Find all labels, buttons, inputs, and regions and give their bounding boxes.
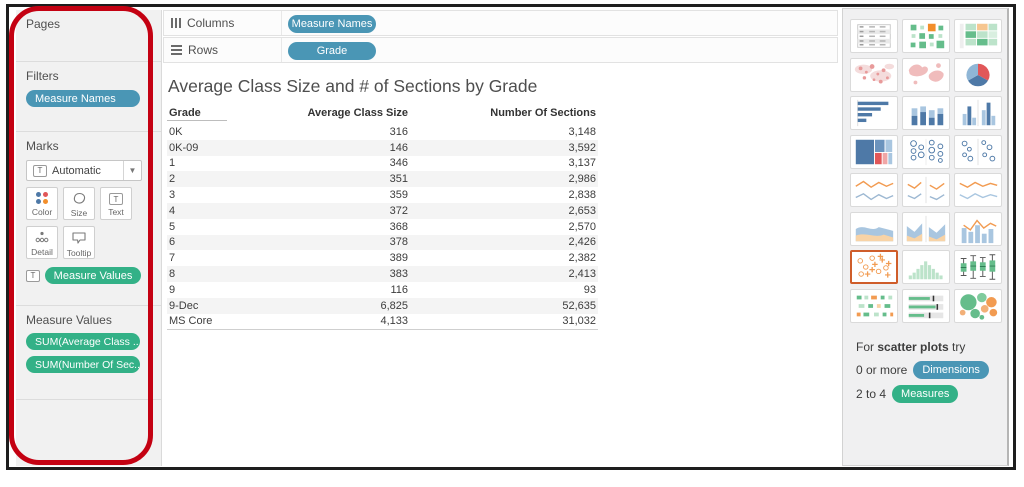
rows-pill-grade[interactable]: Grade: [288, 41, 376, 60]
requirement-measures-text: 2 to 4: [856, 387, 887, 401]
text-button[interactable]: T Text: [100, 187, 132, 220]
show-me-horizontal-bars[interactable]: [850, 96, 898, 130]
requirement-measures: 2 to 4 Measures: [856, 385, 959, 403]
tooltip-icon: [71, 231, 87, 248]
filters-label: Filters: [26, 69, 59, 83]
text-button-label: Text: [108, 207, 124, 217]
show-me-grid: [850, 19, 1002, 323]
show-me-filled-map[interactable]: [902, 57, 950, 92]
dimensions-pill: Dimensions: [913, 361, 989, 379]
mark-type-value: Automatic: [52, 164, 101, 177]
table-row[interactable]: 3 359 2,838: [169, 189, 596, 202]
detail-button-label: Detail: [31, 247, 53, 257]
detail-button[interactable]: Detail: [26, 226, 58, 259]
size-button[interactable]: Size: [63, 187, 95, 220]
show-me-continuous-area[interactable]: [850, 211, 898, 246]
show-me-histogram[interactable]: [902, 250, 950, 284]
show-me-stacked-bars[interactable]: [902, 96, 950, 130]
table-row[interactable]: 6 378 2,426: [167, 234, 598, 251]
table-row[interactable]: 8 383 2,413: [167, 266, 598, 282]
crosstab-table: Grade Average Class Size Number Of Section…: [167, 105, 598, 331]
size-icon: [72, 192, 87, 208]
show-me-dual-lines[interactable]: [954, 173, 1002, 207]
requirement-dimensions-text: 0 or more: [856, 363, 908, 377]
measure-pill-avg-class-size[interactable]: SUM(Average Class ..: [26, 333, 140, 350]
requirement-dimensions: 0 or more Dimensions: [856, 361, 989, 379]
table-row[interactable]: 2 351 2,986: [167, 171, 598, 188]
show-me-side-by-side-bars[interactable]: [954, 96, 1002, 130]
table-row[interactable]: MS Core 4,133 31,032: [169, 315, 596, 328]
show-me-packed-bubbles[interactable]: [954, 288, 1002, 323]
show-me-panel: For scatter plots try 0 or more Dimensio…: [842, 8, 1009, 466]
show-me-heat-map[interactable]: [902, 19, 950, 53]
tooltip-button-label: Tooltip: [66, 248, 92, 258]
mark-type-dropdown[interactable]: T Automatic ▼: [26, 160, 142, 181]
measure-values-card: Measure Values SUM(Average Class .. SUM(…: [16, 306, 161, 400]
show-me-pie-chart[interactable]: [954, 57, 1002, 92]
show-me-continuous-lines[interactable]: [850, 173, 898, 207]
pages-card: Pages: [16, 10, 161, 62]
show-me-box-and-whisker[interactable]: [954, 250, 1002, 284]
show-me-hint: For scatter plots try: [856, 340, 966, 354]
detail-icon: [35, 231, 49, 247]
cards-sidebar: Pages Filters Measure Names Marks T Auto…: [16, 10, 162, 466]
show-me-discrete-lines[interactable]: [902, 173, 950, 207]
pages-label: Pages: [26, 17, 61, 31]
table-row[interactable]: 1 346 3,137: [169, 157, 596, 170]
filters-card: Filters Measure Names: [16, 62, 161, 132]
show-me-discrete-area[interactable]: [902, 211, 950, 246]
table-body: 0K 316 3,148 0K-09 146 3,592 1 346 3,137 2 351 2,98…: [167, 124, 598, 331]
text-mark-icon: T: [33, 164, 47, 177]
size-button-label: Size: [70, 208, 88, 218]
columns-shelf-label: Columns: [187, 16, 235, 30]
table-row[interactable]: 4 372 2,653: [167, 202, 598, 219]
columns-shelf[interactable]: Columns Measure Names: [163, 10, 838, 36]
table-header[interactable]: Number Of Sections: [490, 106, 596, 119]
measure-pill-number-of-sections[interactable]: SUM(Number Of Sec..: [26, 356, 140, 373]
show-me-bullet-graph[interactable]: [902, 288, 950, 323]
table-row[interactable]: 7 389 2,382: [169, 252, 596, 265]
columns-pill-measure-names[interactable]: Measure Names: [288, 14, 376, 33]
text-icon: T: [109, 193, 123, 205]
show-me-symbol-map[interactable]: [850, 57, 898, 92]
marks-card: Marks T Automatic ▼ Color: [16, 132, 161, 306]
table-header[interactable]: Grade: [167, 105, 227, 121]
marks-pill-measure-values[interactable]: Measure Values: [45, 267, 141, 284]
rows-icon: [171, 45, 182, 55]
rows-shelf[interactable]: Rows Grade: [163, 37, 838, 63]
measures-pill: Measures: [892, 385, 959, 403]
show-me-gantt[interactable]: [850, 288, 898, 323]
marks-label: Marks: [26, 139, 59, 153]
table-row[interactable]: 5 368 2,570: [169, 220, 596, 233]
show-me-scatter-plot-selected[interactable]: [850, 250, 898, 284]
table-header-row: Grade Average Class Size Number Of Section…: [167, 105, 598, 124]
rows-shelf-label: Rows: [188, 43, 219, 57]
table-row[interactable]: 0K 316 3,148: [169, 125, 596, 138]
show-me-highlight-table[interactable]: [954, 19, 1002, 53]
show-me-text-table[interactable]: [850, 19, 898, 53]
color-button[interactable]: Color: [26, 187, 58, 220]
text-target-icon: T: [26, 269, 40, 282]
show-me-circle-views[interactable]: [902, 134, 950, 169]
color-button-label: Color: [31, 207, 53, 217]
tooltip-button[interactable]: Tooltip: [63, 226, 95, 259]
filter-pill-measure-names[interactable]: Measure Names: [26, 90, 140, 107]
show-me-treemap[interactable]: [850, 134, 898, 169]
measure-values-label: Measure Values: [26, 313, 112, 327]
show-me-side-by-side-circles[interactable]: [954, 134, 1002, 169]
table-header[interactable]: Average Class Size: [307, 106, 408, 119]
table-row[interactable]: 0K-09 146 3,592: [167, 139, 598, 156]
show-me-dual-combination[interactable]: [954, 211, 1002, 246]
color-icon: [36, 192, 48, 204]
sheet-title: Average Class Size and # of Sections by …: [168, 76, 538, 96]
chevron-down-icon[interactable]: ▼: [123, 161, 141, 180]
table-row[interactable]: 9 116 93: [169, 283, 596, 296]
table-row[interactable]: 9-Dec 6,825 52,635: [167, 297, 598, 314]
columns-icon: [171, 18, 181, 28]
